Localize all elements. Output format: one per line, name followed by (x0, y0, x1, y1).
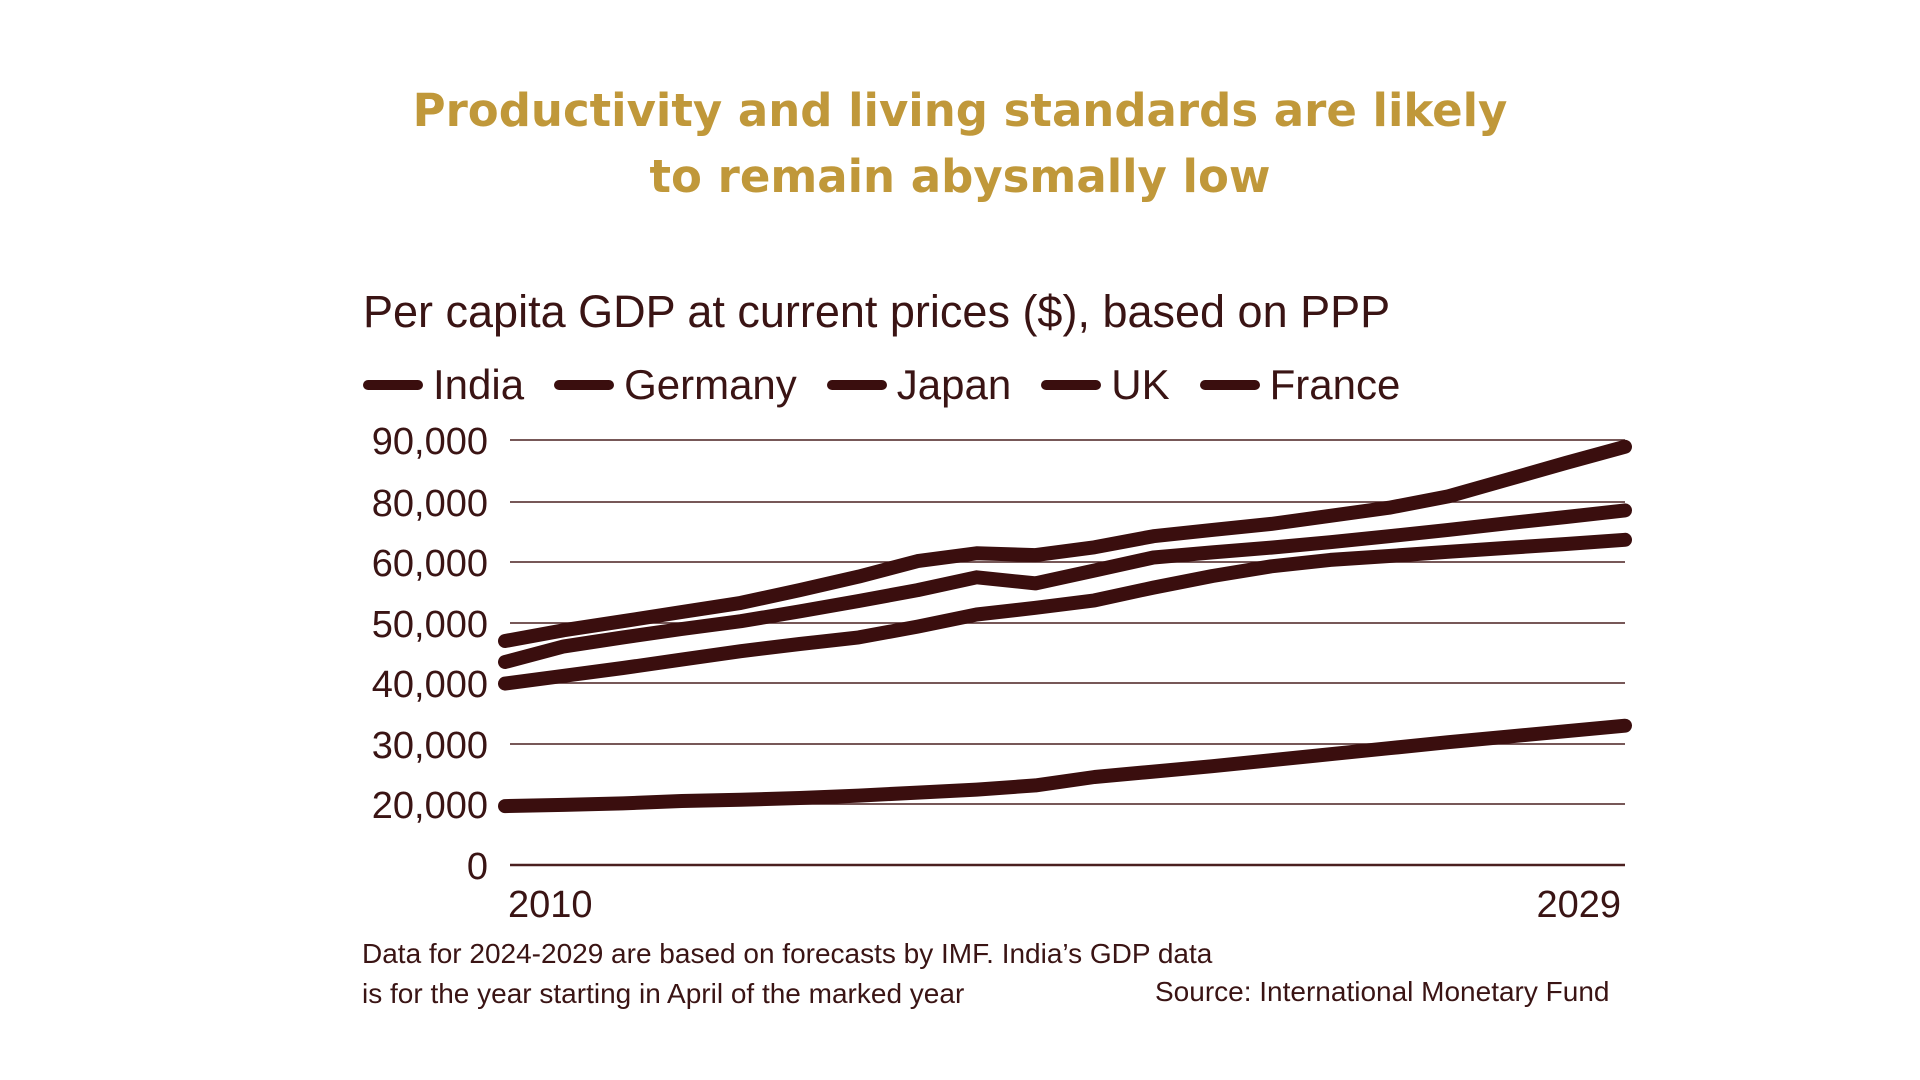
y-tick-label: 50,000 (372, 604, 488, 646)
series-line-2 (498, 532, 1632, 691)
legend-label: Japan (896, 361, 1012, 408)
legend-swatch (363, 380, 423, 390)
legend-item-japan: Japan (826, 361, 1012, 409)
source-note: Source: International Monetary Fund (1155, 976, 1610, 1007)
legend-item-germany: Germany (554, 361, 797, 409)
x-tick-label: 2010 (508, 884, 593, 926)
series-line-4 (498, 439, 1632, 648)
y-tick-label: 0 (467, 846, 488, 888)
legend-label: Germany (624, 361, 797, 408)
legend-swatch (1199, 380, 1260, 390)
y-tick-label: 40,000 (372, 664, 488, 706)
y-tick-label: 30,000 (372, 725, 488, 767)
headline: Productivity and living standards are li… (0, 78, 1920, 210)
legend: India Germany Japan UK France (363, 360, 1430, 410)
legend-item-uk: UK (1041, 361, 1170, 409)
footnote: Data for 2024-2029 are based on forecast… (362, 934, 1212, 1014)
y-tick-label: 20,000 (372, 785, 488, 827)
headline-line-1: Productivity and living standards are li… (412, 84, 1508, 137)
series-line-1 (498, 718, 1632, 814)
legend-item-india: India (363, 361, 524, 409)
series-line-3 (498, 503, 1632, 669)
legend-swatch (826, 380, 887, 390)
headline-line-2: to remain abysmally low (649, 150, 1271, 203)
legend-label: India (433, 361, 525, 408)
legend-label: France (1269, 361, 1401, 408)
legend-label: UK (1111, 361, 1170, 408)
y-tick-label: 60,000 (372, 543, 488, 585)
y-tick-label: 80,000 (372, 483, 488, 525)
footnote-line-2: is for the year starting in April of the… (362, 978, 965, 1009)
y-tick-label: 90,000 (372, 421, 488, 463)
legend-item-france: France (1199, 361, 1401, 409)
legend-swatch (1041, 380, 1102, 390)
footnote-line-1: Data for 2024-2029 are based on forecast… (362, 938, 1213, 969)
x-tick-label: 2029 (1536, 884, 1621, 926)
chart-title: Per capita GDP at current prices ($), ba… (363, 286, 1391, 337)
legend-swatch (554, 380, 615, 390)
